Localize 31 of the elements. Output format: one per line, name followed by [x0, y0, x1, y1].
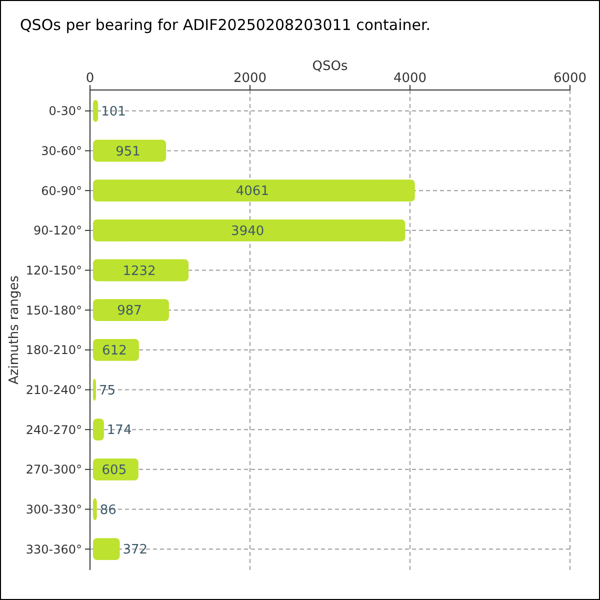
chart-title: QSOs per bearing for ADIF20250208203011 container.: [20, 16, 431, 34]
y-tick-label: 210-240°: [26, 382, 82, 397]
data-label: 987: [117, 304, 142, 319]
data-label: 4061: [236, 184, 269, 200]
x-tick-label: 4000: [393, 71, 427, 86]
data-label: 1232: [122, 264, 156, 279]
y-tick-label: 30-60°: [41, 144, 82, 158]
data-label: 372: [122, 542, 148, 558]
y-tick-label: 270-300°: [26, 462, 82, 477]
y-tick-label: 180-210°: [26, 343, 82, 358]
y-tick-label: 0-30°: [48, 104, 82, 118]
x-tick-label: 2000: [233, 71, 267, 86]
data-label: 86: [100, 502, 116, 518]
y-tick-label: 300-330°: [26, 502, 82, 516]
data-label: 3940: [231, 224, 264, 239]
data-label: 612: [102, 343, 127, 358]
data-label: 951: [116, 144, 140, 160]
y-axis-title: Azimuths ranges: [7, 275, 22, 385]
x-tick-label: 0: [86, 71, 94, 86]
data-label: 605: [102, 462, 127, 478]
data-label: 101: [101, 104, 126, 120]
x-axis-title: QSOs: [312, 59, 348, 74]
y-tick-label: 240-270°: [26, 422, 82, 437]
y-tick-label: 90-120°: [33, 224, 82, 238]
y-tick-label: 330-360°: [26, 542, 82, 556]
x-tick-label: 6000: [553, 71, 587, 86]
data-label: 75: [99, 383, 116, 398]
y-tick-label: 150-180°: [26, 303, 82, 318]
y-tick-label: 60-90°: [41, 184, 82, 198]
y-tick-label: 120-150°: [26, 263, 82, 278]
data-label: 174: [106, 423, 132, 438]
